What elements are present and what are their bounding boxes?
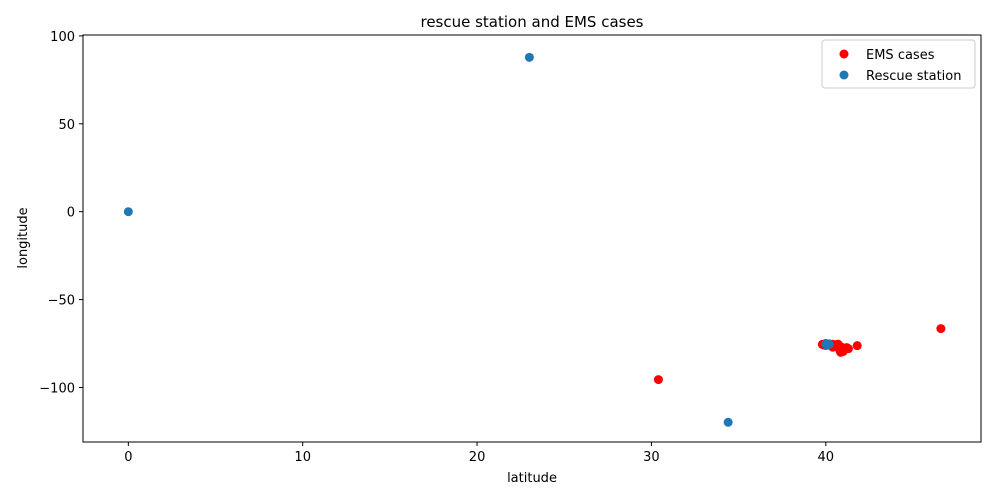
point-rescue-station (822, 340, 832, 350)
x-tick-label: 20 (469, 450, 486, 465)
point-ems-cases (843, 344, 853, 354)
point-rescue-station (524, 52, 534, 62)
x-tick-label: 10 (294, 450, 311, 465)
y-tick-label: 50 (58, 118, 75, 133)
x-tick-label: 30 (643, 450, 660, 465)
x-axis-label: latitude (507, 471, 557, 486)
chart-title: rescue station and EMS cases (420, 13, 643, 31)
x-tick-label: 40 (818, 450, 835, 465)
legend-marker-ems-cases (839, 49, 849, 59)
point-ems-cases (852, 341, 862, 351)
point-rescue-station (123, 207, 133, 217)
legend: EMS cases Rescue station (821, 39, 976, 89)
legend-label-ems-cases: EMS cases (866, 48, 935, 63)
point-rescue-station (723, 417, 733, 427)
y-tick-label: −100 (39, 381, 75, 396)
x-tick-label: 0 (124, 450, 132, 465)
y-tick-label: 100 (50, 30, 75, 45)
points-layer (123, 52, 946, 427)
legend-box (821, 39, 976, 89)
legend-marker-rescue-station (839, 70, 849, 80)
plot-frame (82, 34, 982, 443)
legend-label-rescue-station: Rescue station (866, 69, 961, 84)
ticks-layer: 0 10 20 30 40 100 50 0 −50 −100 (39, 30, 834, 465)
y-axis-label: longitude (16, 207, 31, 268)
y-tick-label: 0 (67, 206, 75, 221)
point-ems-cases (936, 324, 946, 334)
y-tick-label: −50 (48, 294, 75, 309)
point-ems-cases (653, 375, 663, 385)
